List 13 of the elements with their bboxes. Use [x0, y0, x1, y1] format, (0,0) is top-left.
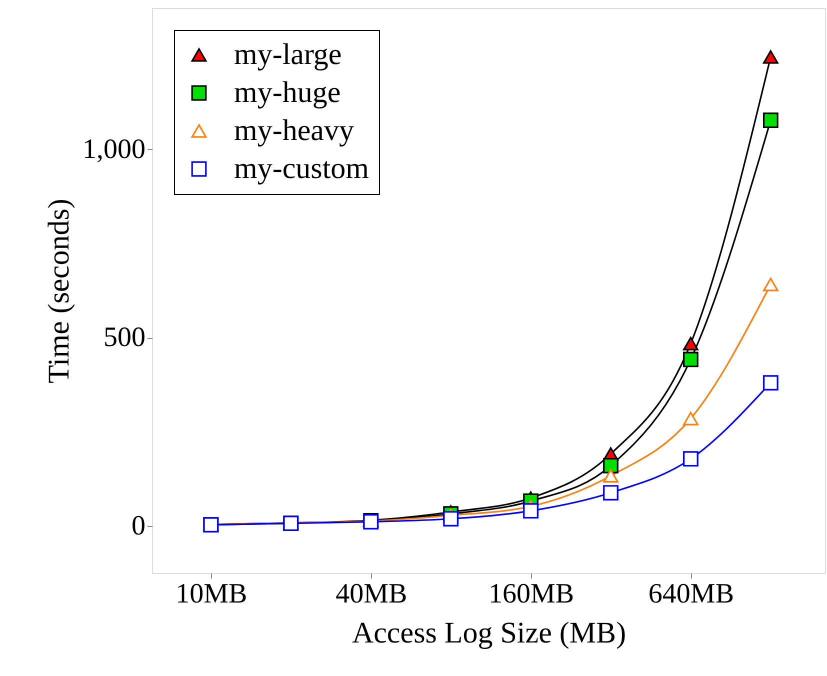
legend-label: my-huge — [234, 76, 341, 109]
y-tick-label: 1,000 — [82, 134, 146, 165]
x-tick-label: 160MB — [488, 578, 574, 610]
legend-label: my-heavy — [234, 114, 354, 147]
y-tick-label: 0 — [132, 510, 146, 542]
y-axis-title: Time (seconds) — [42, 198, 76, 384]
x-tick-label: 40MB — [336, 578, 408, 610]
x-axis-title: Access Log Size (MB) — [352, 616, 626, 650]
y-tick-label: 500 — [104, 322, 146, 354]
legend-label: my-custom — [234, 152, 369, 185]
x-tick-label: 10MB — [176, 578, 248, 610]
legend-label: my-large — [234, 38, 342, 71]
x-tick-label: 640MB — [648, 578, 734, 610]
